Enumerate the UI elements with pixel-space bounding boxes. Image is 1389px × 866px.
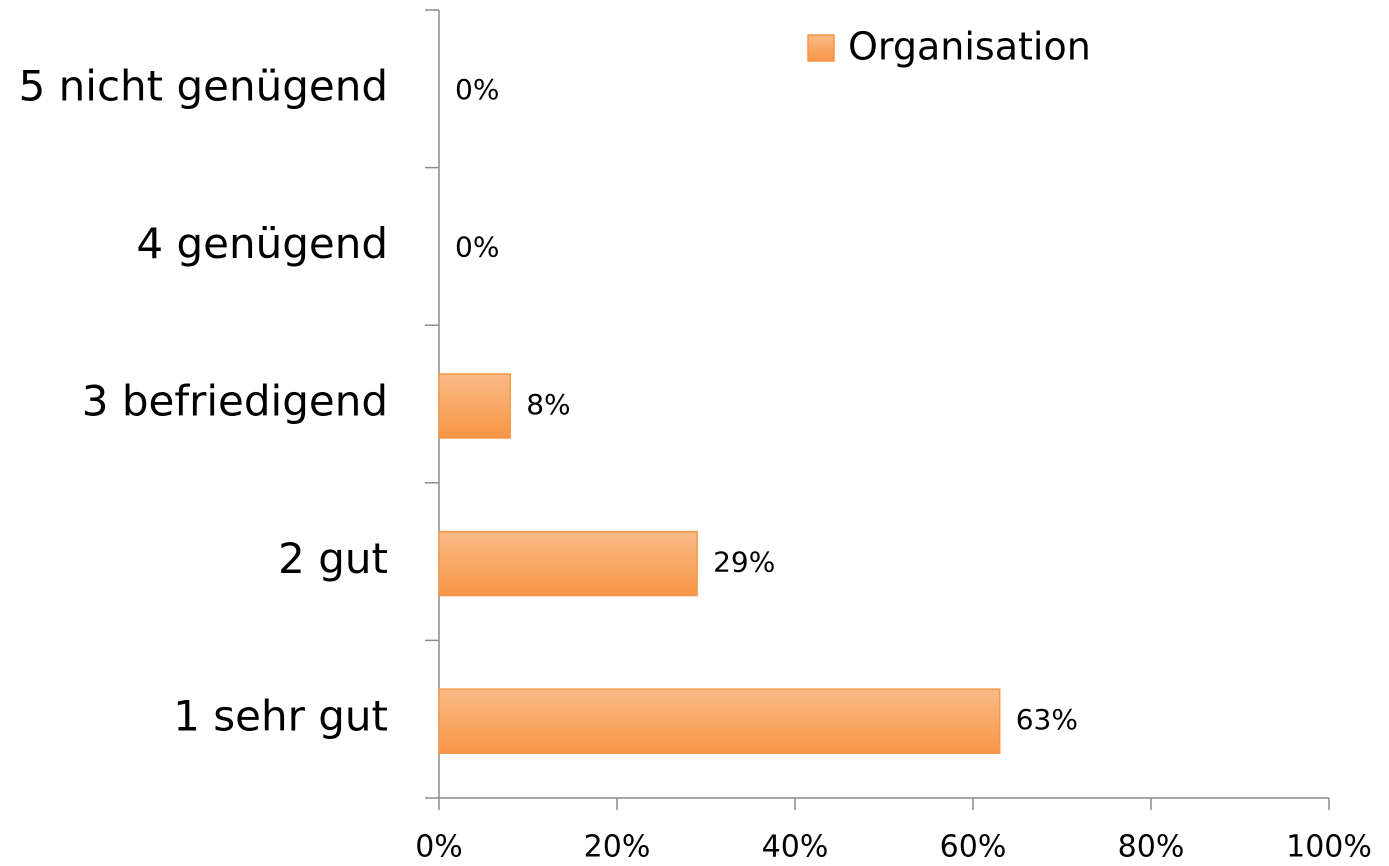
- x-tick-label: 100%: [1286, 830, 1372, 863]
- data-label: 63%: [1016, 703, 1078, 736]
- y-tick-label: 1 sehr gut: [173, 692, 388, 741]
- bar: [438, 373, 511, 439]
- x-tick-label: 40%: [762, 830, 829, 863]
- y-tick-label: 2 gut: [278, 534, 388, 583]
- x-tick-label: 0%: [415, 830, 463, 863]
- y-tick-label: 5 nicht genügend: [19, 61, 388, 110]
- y-tick-label: 3 befriedigend: [82, 377, 388, 426]
- data-label: 0%: [455, 73, 499, 106]
- legend-label: Organisation: [848, 25, 1091, 69]
- y-tick-label: 4 genügend: [136, 219, 388, 268]
- data-label: 29%: [713, 546, 775, 579]
- data-label: 8%: [526, 388, 570, 421]
- x-tick-label: 60%: [940, 830, 1007, 863]
- x-tick-label: 20%: [584, 830, 651, 863]
- bar: [438, 530, 698, 597]
- x-tick-label: 80%: [1118, 830, 1185, 863]
- bar: [438, 688, 1001, 754]
- data-label: 0%: [455, 230, 499, 263]
- legend-swatch: [807, 34, 835, 62]
